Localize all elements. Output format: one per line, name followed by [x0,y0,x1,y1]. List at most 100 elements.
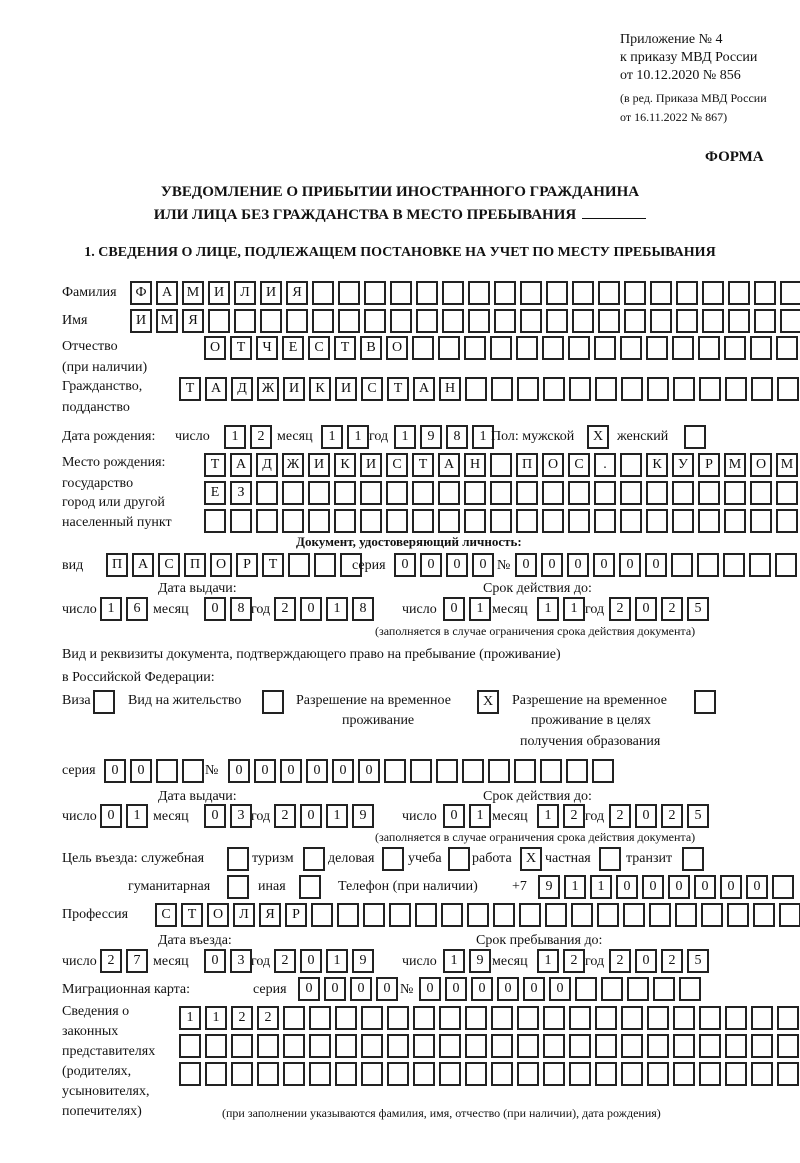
letter-cell[interactable] [337,903,359,927]
letter-cell[interactable] [286,309,308,333]
letter-cell[interactable] [262,690,284,714]
letter-cell[interactable]: 2 [609,949,631,973]
letter-cell[interactable] [412,509,434,533]
letter-cell[interactable] [299,875,321,899]
letter-cell[interactable] [777,1062,799,1086]
letter-cell[interactable]: 8 [352,597,374,621]
letter-cell[interactable] [386,509,408,533]
letter-cell[interactable]: Л [234,281,256,305]
letter-cell[interactable] [413,1034,435,1058]
letter-cell[interactable] [601,977,623,1001]
letter-cell[interactable] [575,977,597,1001]
letter-cell[interactable] [650,309,672,333]
letter-cell[interactable]: З [230,481,252,505]
letter-cell[interactable]: 2 [274,597,296,621]
letter-cell[interactable] [684,425,706,449]
letter-cell[interactable] [205,1034,227,1058]
letter-cell[interactable] [335,1034,357,1058]
letter-cell[interactable]: А [413,377,435,401]
letter-cell[interactable] [543,1006,565,1030]
letter-cell[interactable] [569,1006,591,1030]
letter-cell[interactable]: Т [412,453,434,477]
letter-cell[interactable]: 0 [515,553,537,577]
letter-cell[interactable] [464,481,486,505]
letter-cell[interactable] [384,759,406,783]
letter-cell[interactable] [751,377,773,401]
letter-cell[interactable] [698,509,720,533]
letter-cell[interactable] [363,903,385,927]
letter-cell[interactable] [257,1062,279,1086]
letter-cell[interactable] [750,481,772,505]
letter-cell[interactable] [468,281,490,305]
letter-cell[interactable]: 5 [687,597,709,621]
visa-checkbox[interactable] [93,690,115,714]
letter-cell[interactable] [283,1062,305,1086]
letter-cell[interactable]: О [207,903,229,927]
letter-cell[interactable]: А [132,553,154,577]
letter-cell[interactable]: М [724,453,746,477]
letter-cell[interactable] [312,281,334,305]
letter-cell[interactable]: 0 [446,553,468,577]
letter-cell[interactable]: 0 [619,553,641,577]
letter-cell[interactable]: К [309,377,331,401]
letter-cell[interactable] [620,336,642,360]
letter-cell[interactable]: 0 [204,804,226,828]
letter-cell[interactable] [436,759,458,783]
letter-cell[interactable] [416,309,438,333]
purpose-business-checkbox[interactable] [382,847,404,871]
letter-cell[interactable] [624,309,646,333]
letter-cell[interactable] [282,509,304,533]
letter-cell[interactable]: 2 [661,804,683,828]
letter-cell[interactable]: 8 [446,425,468,449]
letter-cell[interactable]: Т [181,903,203,927]
letter-cell[interactable]: В [360,336,382,360]
letter-cell[interactable]: И [130,309,152,333]
letter-cell[interactable]: 0 [549,977,571,1001]
letter-cell[interactable] [620,481,642,505]
letter-cell[interactable]: 0 [300,804,322,828]
letter-cell[interactable] [462,759,484,783]
letter-cell[interactable]: Д [231,377,253,401]
letter-cell[interactable] [649,903,671,927]
letter-cell[interactable] [682,847,704,871]
letter-cell[interactable] [311,903,333,927]
letter-cell[interactable]: 5 [687,949,709,973]
letter-cell[interactable] [595,377,617,401]
letter-cell[interactable]: И [283,377,305,401]
letter-cell[interactable]: 0 [280,759,302,783]
letter-cell[interactable] [442,309,464,333]
letter-cell[interactable] [413,1006,435,1030]
letter-cell[interactable]: 0 [358,759,380,783]
letter-cell[interactable] [490,509,512,533]
letter-cell[interactable]: 1 [224,425,246,449]
representatives-cells-2[interactable] [179,1034,800,1058]
letter-cell[interactable]: 0 [720,875,742,899]
letter-cell[interactable]: 3 [230,949,252,973]
letter-cell[interactable] [464,509,486,533]
letter-cell[interactable] [382,847,404,871]
letter-cell[interactable] [467,903,489,927]
purpose-private-checkbox[interactable] [599,847,621,871]
letter-cell[interactable] [542,481,564,505]
letter-cell[interactable] [571,903,593,927]
letter-cell[interactable] [448,847,470,871]
letter-cell[interactable] [438,481,460,505]
letter-cell[interactable] [490,453,512,477]
letter-cell[interactable] [750,336,772,360]
letter-cell[interactable] [491,1006,513,1030]
letter-cell[interactable]: 0 [443,597,465,621]
letter-cell[interactable]: И [260,281,282,305]
letter-cell[interactable]: X [520,847,542,871]
letter-cell[interactable] [415,903,437,927]
letter-cell[interactable]: С [155,903,177,927]
letter-cell[interactable]: 0 [298,977,320,1001]
letter-cell[interactable] [439,1006,461,1030]
letter-cell[interactable]: С [568,453,590,477]
